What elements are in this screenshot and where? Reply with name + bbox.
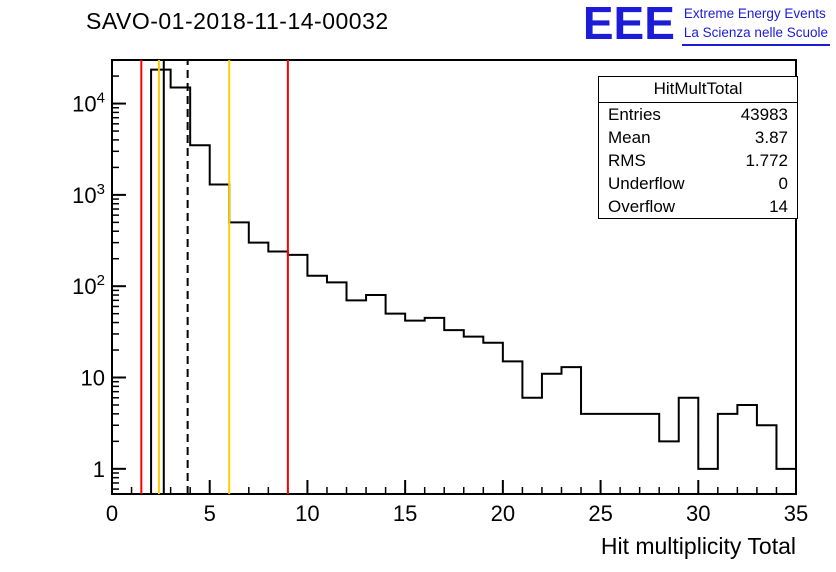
svg-text:104: 104	[72, 90, 105, 117]
stats-label: Overflow	[608, 197, 676, 216]
svg-text:1: 1	[93, 457, 105, 482]
eee-logo-text: Extreme Energy Events La Scienza nelle S…	[681, 3, 830, 46]
eee-logo-line1: Extreme Energy Events	[683, 6, 826, 21]
stats-label: Mean	[608, 128, 651, 147]
svg-text:10: 10	[81, 366, 105, 391]
marker-lines	[140, 60, 289, 494]
stats-label: RMS	[608, 151, 646, 170]
stats-value: 14	[769, 197, 788, 216]
stats-box: HitMultTotal Entries 43983 Mean 3.87 RMS…	[598, 76, 798, 219]
svg-text:25: 25	[588, 501, 612, 526]
stats-row: Entries 43983	[599, 103, 797, 126]
stats-value: 3.87	[754, 128, 788, 147]
svg-text:0: 0	[106, 501, 118, 526]
stats-label: Entries	[608, 105, 661, 124]
svg-text:30: 30	[686, 501, 710, 526]
svg-text:20: 20	[491, 501, 515, 526]
x-axis-title: Hit multiplicity Total	[600, 533, 796, 559]
axes: 0 5 10 15 20 25 30 35 1 10 102 103 104	[72, 75, 808, 526]
eee-logo-letters: EEE	[582, 0, 675, 49]
stats-row: Underflow 0	[599, 172, 797, 195]
plot-frame	[111, 59, 797, 495]
svg-text:103: 103	[72, 181, 105, 208]
stats-row: RMS 1.772	[599, 149, 797, 172]
svg-text:10: 10	[295, 501, 319, 526]
stats-label: Underflow	[608, 174, 685, 193]
stats-value: 1.772	[745, 151, 788, 170]
svg-text:102: 102	[72, 272, 105, 299]
eee-logo: EEE Extreme Energy Events La Scienza nel…	[582, 0, 830, 49]
stats-row: Overflow 14	[599, 195, 797, 218]
svg-text:35: 35	[784, 501, 808, 526]
stats-value: 43983	[740, 105, 788, 124]
svg-text:5: 5	[204, 501, 216, 526]
stats-value: 0	[778, 174, 788, 193]
eee-logo-line2: La Scienza nelle Scuole	[683, 25, 828, 40]
stats-row: Mean 3.87	[599, 126, 797, 149]
plot-title: SAVO-01-2018-11-14-00032	[86, 8, 389, 34]
svg-text:15: 15	[393, 501, 417, 526]
stats-title: HitMultTotal	[599, 77, 797, 103]
